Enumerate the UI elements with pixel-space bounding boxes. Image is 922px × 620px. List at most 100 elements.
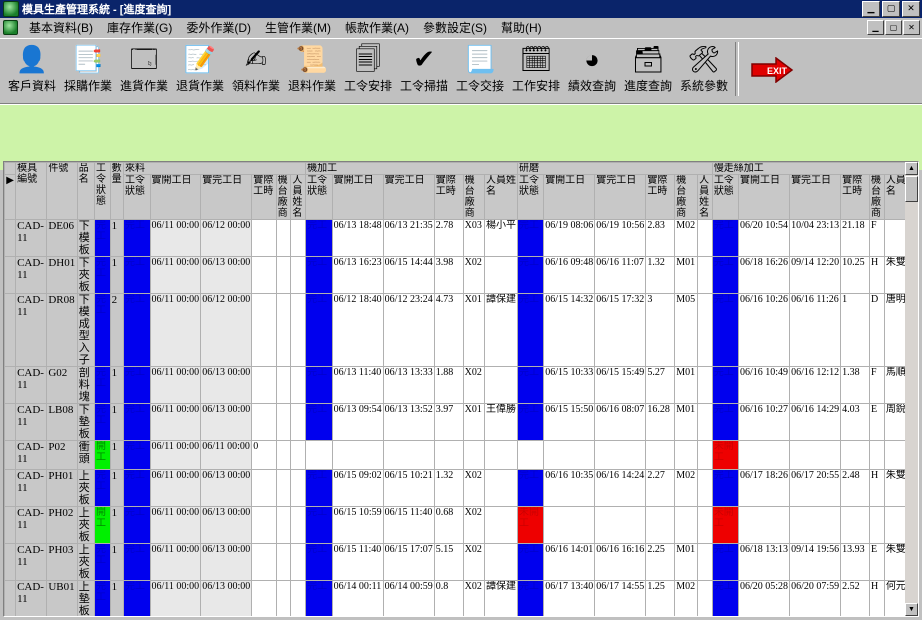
toolbar-button-workorder-handover[interactable]: 📃 工令交接 bbox=[452, 41, 508, 99]
close-button[interactable]: ✕ bbox=[902, 1, 920, 17]
cell-stage3-hours: 5.27 bbox=[645, 366, 676, 404]
cell-stage4-hours: 1 bbox=[840, 293, 871, 367]
toolbar-button-schedule[interactable]: 🗓 工作安排 bbox=[508, 41, 564, 99]
maximize-button[interactable]: ▢ bbox=[882, 1, 900, 17]
grid-subheader-1-0[interactable]: 工令狀態 bbox=[305, 174, 333, 220]
menu-item-help[interactable]: 幫助(H) bbox=[501, 21, 542, 35]
mdi-minimize-button[interactable]: ▁ bbox=[867, 20, 884, 35]
cell-stage4-machine: H bbox=[869, 256, 885, 294]
cell-stage3-person bbox=[697, 580, 713, 616]
cell-part-no: PH03 bbox=[46, 543, 78, 581]
grid-subheader-2-1[interactable]: 實開工日 bbox=[543, 174, 596, 220]
table-row[interactable]: CAD-11 DH01 下夾板 完工 1 完工 06/11 00:00 06/13 00:00… bbox=[4, 256, 918, 294]
toolbar-button-return-goods[interactable]: 📝 退貨作業 bbox=[172, 41, 228, 99]
toolbar-button-purchase[interactable]: 📑 採購作業 bbox=[60, 41, 116, 99]
toolbar-button-workorder-plan[interactable]: 🗐 工令安排 bbox=[340, 41, 396, 99]
cell-stage2-person bbox=[484, 506, 518, 544]
grid-subheader-0-2[interactable]: 實完工日 bbox=[200, 174, 253, 220]
grid-subheader-2-3[interactable]: 實際工時 bbox=[645, 174, 676, 220]
table-row[interactable]: CAD-11 DE06 下模板 完工 1 完工 06/11 00:00 06/12 00:00… bbox=[4, 219, 918, 257]
row-selector[interactable] bbox=[4, 543, 17, 581]
cell-stage1-start: 06/11 00:00 bbox=[149, 469, 202, 507]
table-row[interactable]: CAD-11 LB08 下墊板 完工 1 完工 06/11 00:00 06/13 00:00… bbox=[4, 403, 918, 441]
grid-subheader-3-3[interactable]: 實際工時 bbox=[840, 174, 871, 220]
toolbar-button-performance[interactable]: ◕ 績效查詢 bbox=[564, 41, 620, 99]
toolbar-button-progress-query[interactable]: 🗃 進度查詢 bbox=[620, 41, 676, 99]
table-row[interactable]: CAD-11 PH02 上夾板 開工 1 完工 06/11 00:00 06/13 00:00… bbox=[4, 506, 918, 544]
grid-subheader-1-3[interactable]: 實際工時 bbox=[433, 174, 464, 220]
grid-subheader-2-4[interactable]: 機台廠商 bbox=[674, 174, 699, 220]
row-selector[interactable] bbox=[4, 219, 17, 257]
cell-stage2-start: 06/15 10:59 bbox=[331, 506, 384, 544]
grid-subheader-2-2[interactable]: 實完工日 bbox=[594, 174, 647, 220]
cell-stage3-start: 06/15 15:50 bbox=[543, 403, 596, 441]
progress-grid[interactable]: 模具編號 件號 品名 工令狀態 數量 來料 機加工 研磨 慢走絲加工 ▶ 工令狀態 實開工日 實完工日實… bbox=[3, 161, 919, 617]
grid-subheader-2-0[interactable]: 工令狀態 bbox=[516, 174, 545, 220]
table-row[interactable]: CAD-11 PH01 上夾板 完工 1 完工 06/11 00:00 06/13 00:00… bbox=[4, 469, 918, 507]
menu-item-production[interactable]: 生管作業(M) bbox=[265, 21, 331, 35]
table-row[interactable]: CAD-11 G02 剖料塊 完工 1 完工 06/11 00:00 06/13 00:00 完… bbox=[4, 366, 918, 404]
grid-subheader-0-4[interactable]: 機台廠商 bbox=[275, 174, 292, 220]
row-selector[interactable] bbox=[4, 580, 17, 616]
toolbar-button-customer[interactable]: 👤 客戶資料 bbox=[4, 41, 60, 99]
menu-item-basic-data[interactable]: 基本資料(B) bbox=[29, 21, 93, 35]
menu-item-outsourcing[interactable]: 委外作業(D) bbox=[186, 21, 251, 35]
grid-subheader-0-0[interactable]: 工令狀態 bbox=[122, 174, 151, 220]
row-selector[interactable] bbox=[4, 403, 17, 441]
grid-subheader-2-5[interactable]: 人員姓名 bbox=[697, 174, 713, 220]
exit-toolbar-button[interactable]: EXIT bbox=[742, 41, 802, 99]
mdi-close-button[interactable]: ✕ bbox=[903, 20, 920, 35]
table-row[interactable]: CAD-11 P02 衝頭 開工 1 完工 06/11 00:00 06/11 00:00 0 未… bbox=[4, 440, 918, 470]
grid-header-mold-no[interactable]: 模具編號 bbox=[15, 162, 48, 220]
grid-header-wo-status[interactable]: 工令狀態 bbox=[94, 162, 111, 220]
grid-subheader-3-1[interactable]: 實開工日 bbox=[737, 174, 791, 220]
row-selector[interactable] bbox=[4, 256, 17, 294]
table-row[interactable]: CAD-11 DR08 下模成型入子 完工 2 完工 06/11 00:00 06/12 00… bbox=[4, 293, 918, 367]
cell-stage2-person bbox=[484, 256, 518, 294]
grid-subheader-0-3[interactable]: 實際工時 bbox=[251, 174, 277, 220]
scroll-down-button[interactable]: ▼ bbox=[905, 603, 918, 616]
row-selector[interactable] bbox=[4, 469, 17, 507]
cell-part-no: G02 bbox=[46, 366, 78, 404]
toolbar-button-material-return[interactable]: 📜 退料作業 bbox=[284, 41, 340, 99]
toolbar-button-label: 系統參數 bbox=[679, 79, 728, 93]
grid-subheader-0-1[interactable]: 實開工日 bbox=[149, 174, 202, 220]
grid-subheader-1-5[interactable]: 人員姓名 bbox=[484, 174, 518, 220]
grid-subheader-3-4[interactable]: 機台廠商 bbox=[869, 174, 885, 220]
menu-item-inventory[interactable]: 庫存作業(G) bbox=[107, 21, 173, 35]
table-row[interactable]: CAD-11 PH03 上夾板 完工 1 完工 06/11 00:00 06/13 00:00… bbox=[4, 543, 918, 581]
grid-vertical-scrollbar[interactable]: ▲ ▼ bbox=[905, 162, 918, 616]
cell-stage3-start: 06/15 14:32 bbox=[543, 293, 596, 367]
grid-subheader-3-2[interactable]: 實完工日 bbox=[789, 174, 842, 220]
row-selector[interactable] bbox=[4, 366, 17, 404]
toolbar-button-receiving[interactable]: 🗔 進貨作業 bbox=[116, 41, 172, 99]
menu-item-parameters[interactable]: 參數設定(S) bbox=[423, 21, 487, 35]
grid-header-part-no[interactable]: 件號 bbox=[46, 162, 78, 220]
menu-item-accounting[interactable]: 帳款作業(A) bbox=[345, 21, 409, 35]
row-selector[interactable] bbox=[4, 293, 17, 367]
toolbar-button-system-param[interactable]: 🛠 系統參數 bbox=[676, 41, 732, 99]
scroll-thumb[interactable] bbox=[905, 176, 918, 202]
table-row[interactable]: CAD-11 UB01 上墊板 完工 1 完工 06/11 00:00 06/13 00:00… bbox=[4, 580, 918, 616]
row-selector[interactable] bbox=[4, 506, 17, 544]
minimize-button[interactable]: ▁ bbox=[862, 1, 880, 17]
cell-stage1-person bbox=[290, 366, 307, 404]
grid-subheader-1-4[interactable]: 機台廠商 bbox=[462, 174, 486, 220]
cell-stage4-start: 06/16 10:27 bbox=[737, 403, 791, 441]
grid-subheader-1-2[interactable]: 實完工日 bbox=[382, 174, 435, 220]
toolbar-button-material-issue[interactable]: ✍ 領料作業 bbox=[228, 41, 284, 99]
cell-stage4-end: 06/16 11:26 bbox=[789, 293, 842, 367]
grid-header-quantity[interactable]: 數量 bbox=[109, 162, 124, 220]
grid-subheader-3-0[interactable]: 工令狀態 bbox=[711, 174, 740, 220]
cell-quantity: 1 bbox=[109, 219, 124, 257]
toolbar-button-label: 退料作業 bbox=[287, 79, 336, 93]
row-selector[interactable] bbox=[4, 440, 17, 470]
grid-header-product-name[interactable]: 品名 bbox=[76, 162, 96, 220]
toolbar-button-label: 採購作業 bbox=[63, 79, 112, 93]
grid-subheader-1-1[interactable]: 實開工日 bbox=[331, 174, 384, 220]
cell-stage1-person bbox=[290, 293, 307, 367]
mdi-restore-button[interactable]: ▢ bbox=[885, 20, 902, 35]
toolbar-button-workorder-scan[interactable]: ✔ 工令掃描 bbox=[396, 41, 452, 99]
scroll-up-button[interactable]: ▲ bbox=[905, 162, 918, 175]
grid-subheader-0-5[interactable]: 人員姓名 bbox=[290, 174, 307, 220]
